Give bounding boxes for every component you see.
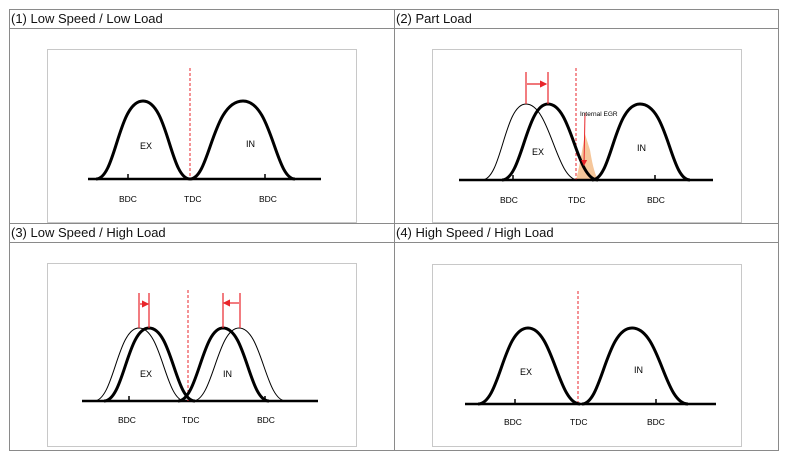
panel-2-intake-curve bbox=[591, 102, 691, 182]
panel-3-bdc-right-label: BDC bbox=[257, 415, 275, 425]
panel-2-egr-pointer bbox=[581, 112, 588, 166]
panel-2-bdc-right-label: BDC bbox=[647, 195, 665, 205]
panel-2-ex-label: EX bbox=[532, 147, 544, 157]
panel-1-in-label: IN bbox=[246, 139, 255, 149]
panel-4-in-label: IN bbox=[634, 365, 643, 375]
panel-4-tdc-label: TDC bbox=[570, 417, 587, 427]
panel-1-intake-curve bbox=[189, 99, 296, 181]
panel-1-tdc-label: TDC bbox=[184, 194, 201, 204]
panel-2-box bbox=[432, 49, 742, 223]
panel-4-intake-curve bbox=[581, 326, 689, 406]
panel-2-title: (2) Part Load bbox=[394, 9, 779, 29]
panel-2-in-label: IN bbox=[637, 143, 646, 153]
panel-1-diagram: EX IN BDC TDC BDC bbox=[88, 68, 321, 204]
panel-3-intake-curve-advanced bbox=[177, 326, 270, 403]
panel-4-title: (4) High Speed / High Load bbox=[394, 223, 779, 243]
panel-1-bdc-right-label: BDC bbox=[259, 194, 277, 204]
panel-3-tdc-label: TDC bbox=[182, 415, 199, 425]
panel-2-diagram: Internal EGR EX IN BDC TDC BDC bbox=[459, 68, 713, 205]
panel-3-bdc-left-label: BDC bbox=[118, 415, 136, 425]
panel-3-exhaust-curve-base bbox=[93, 327, 186, 402]
panel-2-tdc-label: TDC bbox=[568, 195, 585, 205]
panel-4-bdc-right-label: BDC bbox=[647, 417, 665, 427]
panel-2-internal-egr-label: Internal EGR bbox=[580, 111, 618, 118]
panel-3-diagram: EX IN BDC TDC BDC bbox=[82, 290, 318, 425]
panel-4-exhaust-curve bbox=[477, 326, 581, 406]
panel-1-ex-label: EX bbox=[140, 141, 152, 151]
panel-4-ex-label: EX bbox=[520, 367, 532, 377]
panel-3-exhaust-curve-retarded bbox=[103, 326, 196, 403]
panel-3-intake-curve-base bbox=[192, 327, 287, 402]
panel-3-ex-label: EX bbox=[140, 369, 152, 379]
panel-4-bdc-left-label: BDC bbox=[504, 417, 522, 427]
panel-1-box bbox=[47, 49, 357, 223]
panel-2-internal-egr-area bbox=[576, 134, 598, 180]
panel-1-exhaust-curve bbox=[95, 99, 191, 181]
panel-4-box bbox=[432, 264, 742, 447]
panel-4-diagram: EX IN BDC TDC BDC bbox=[465, 291, 716, 427]
panel-1-bdc-left-label: BDC bbox=[119, 194, 137, 204]
panel-3-in-label: IN bbox=[223, 369, 232, 379]
panel-2-bdc-left-label: BDC bbox=[500, 195, 518, 205]
panel-2-exhaust-curve-base bbox=[481, 103, 579, 181]
